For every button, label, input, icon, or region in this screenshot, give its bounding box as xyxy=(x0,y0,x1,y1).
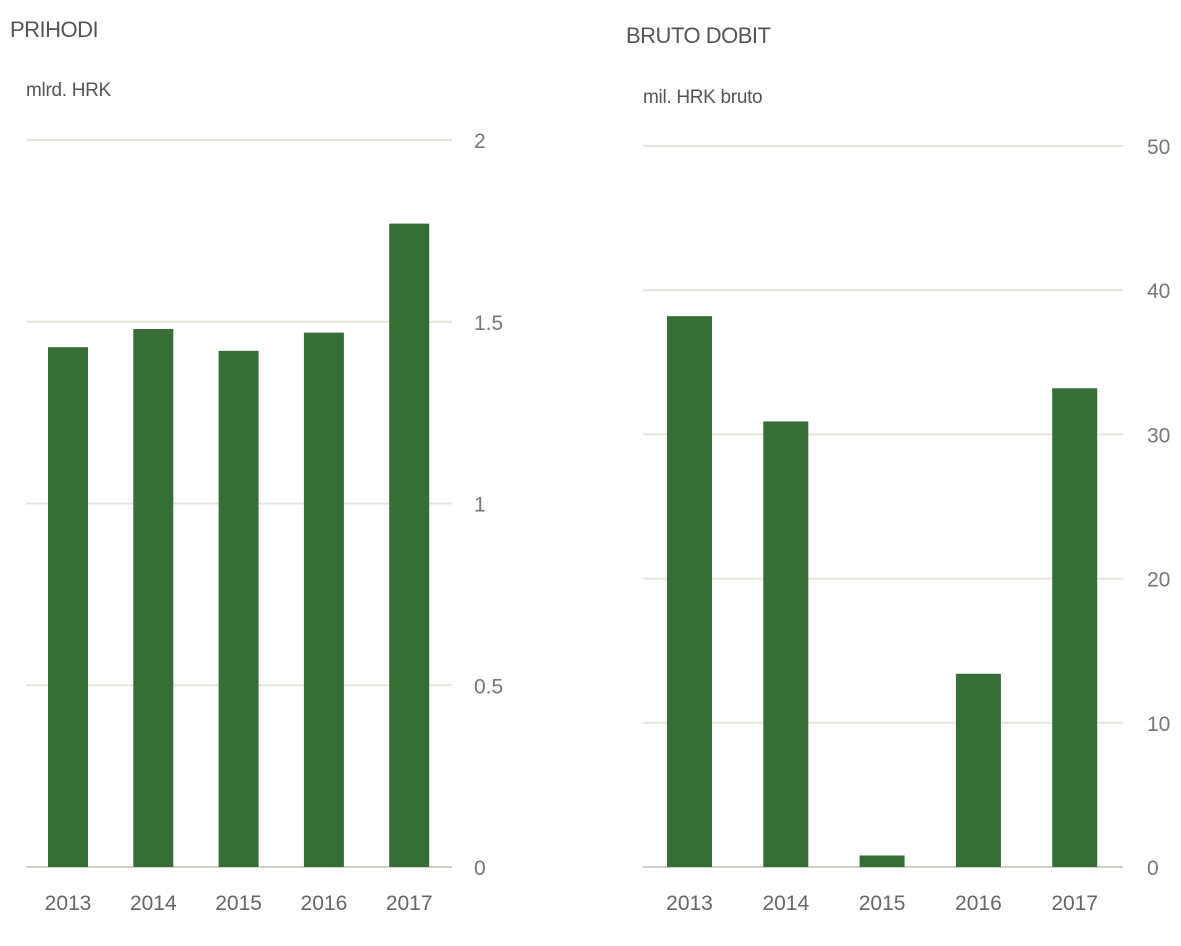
x-tick-label: 2014 xyxy=(130,892,177,915)
y-tick-label: 0 xyxy=(1147,857,1159,880)
chart-title: BRUTO DOBIT xyxy=(626,23,771,48)
chart-title: PRIHODI xyxy=(10,17,98,42)
x-tick-label: 2015 xyxy=(859,892,906,915)
x-tick-label: 2013 xyxy=(45,892,92,915)
y-tick-labels: 0 0.5 1 1.5 2 xyxy=(474,130,503,880)
bar-2016 xyxy=(303,332,344,867)
y-tick-label: 10 xyxy=(1147,713,1170,736)
y-tick-label: 0.5 xyxy=(474,675,503,698)
chart-bruto-dobit: BRUTO DOBIT mil. HRK bruto 0 10 20 30 40 50 2… xyxy=(626,23,1170,915)
x-tick-label: 2016 xyxy=(955,892,1002,915)
y-tick-label: 40 xyxy=(1147,280,1170,303)
x-tick-label: 2017 xyxy=(386,892,433,915)
bar-2017 xyxy=(389,223,430,868)
chart-prihodi: PRIHODI mlrd. HRK 0 0.5 1 1.5 2 2013 2014 2015… xyxy=(10,17,503,915)
y-tick-label: 50 xyxy=(1147,136,1170,159)
x-tick-label: 2016 xyxy=(301,892,348,915)
y-axis-unit-label: mlrd. HRK xyxy=(26,80,112,101)
x-tick-label: 2013 xyxy=(666,892,713,915)
x-tick-label: 2014 xyxy=(762,892,809,915)
x-tick-labels: 2013 2014 2015 2016 2017 xyxy=(666,892,1098,915)
y-tick-labels: 0 10 20 30 40 50 xyxy=(1147,136,1170,880)
bar-2015 xyxy=(859,855,905,867)
bar-2014 xyxy=(133,329,174,867)
bar-2017 xyxy=(1052,388,1098,867)
y-axis-unit-label: mil. HRK bruto xyxy=(643,87,762,108)
bar-2016 xyxy=(955,673,1001,867)
x-tick-label: 2015 xyxy=(215,892,262,915)
y-tick-label: 30 xyxy=(1147,424,1170,447)
bars xyxy=(667,316,1098,867)
y-tick-label: 2 xyxy=(474,130,486,153)
y-tick-label: 20 xyxy=(1147,569,1170,592)
y-tick-label: 1 xyxy=(474,494,486,517)
x-tick-label: 2017 xyxy=(1051,892,1098,915)
y-tick-label: 0 xyxy=(474,857,486,880)
x-tick-labels: 2013 2014 2015 2016 2017 xyxy=(45,892,433,915)
y-tick-label: 1.5 xyxy=(474,312,503,335)
bar-2015 xyxy=(218,350,259,868)
bar-2013 xyxy=(667,316,712,867)
bar-2014 xyxy=(763,421,809,867)
bar-2013 xyxy=(48,347,88,867)
bars xyxy=(48,223,430,868)
gridlines xyxy=(643,145,1123,868)
